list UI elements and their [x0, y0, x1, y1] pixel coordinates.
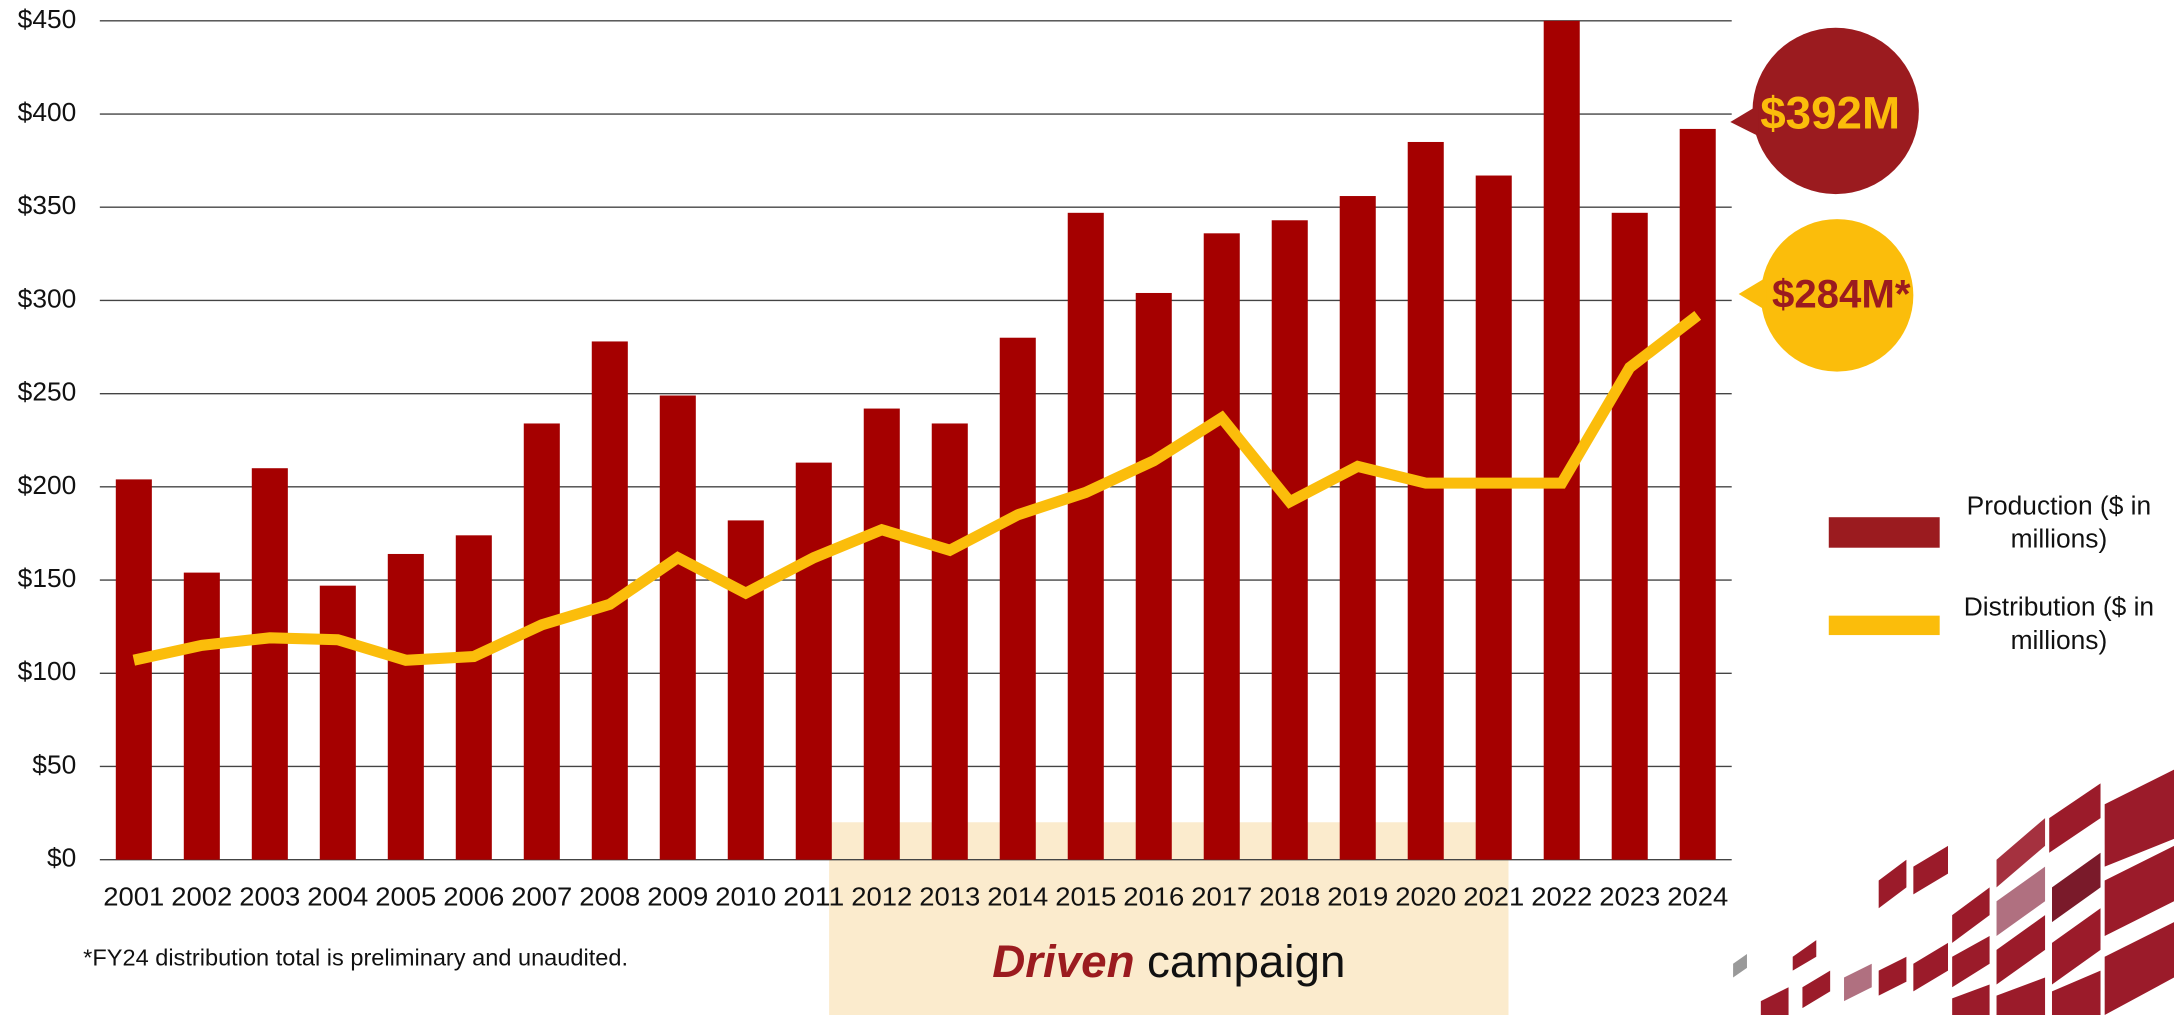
plot: $0 $50 $100 $150 $200 $250 $300 $350 $400 $450 200…	[18, 4, 1732, 911]
legend-label: Distribution ($ in millions)	[1963, 593, 2155, 656]
bar	[1407, 141, 1444, 860]
bar	[183, 572, 220, 860]
bar	[863, 408, 900, 860]
x-tick-label: 2001	[103, 881, 164, 911]
y-tick-label: $100	[18, 656, 77, 686]
x-tick-label: 2020	[1395, 881, 1456, 911]
campaign-text: campaign	[1147, 936, 1345, 987]
bar	[659, 395, 696, 860]
bar	[1679, 128, 1716, 860]
y-tick-label: $350	[18, 190, 77, 220]
bar	[387, 553, 424, 860]
bar	[1475, 175, 1512, 860]
callout-bubble	[1760, 219, 1914, 372]
x-tick-label: 2002	[171, 881, 232, 911]
x-tick-label: 2019	[1327, 881, 1388, 911]
bar	[251, 468, 288, 860]
legend-swatch	[1828, 615, 1940, 636]
campaign-emphasis: Driven	[992, 936, 1134, 987]
bar	[455, 535, 492, 860]
x-tick-label: 2014	[987, 881, 1048, 911]
x-tick-label: 2007	[511, 881, 572, 911]
x-tick-label: 2016	[1123, 881, 1184, 911]
x-tick-label: 2022	[1531, 881, 1592, 911]
callout-bubble	[1752, 27, 1919, 195]
x-tick-label: 2009	[647, 881, 708, 911]
callout-distribution: $284M*	[1772, 271, 1911, 316]
x-tick-label: 2012	[851, 881, 912, 911]
bar	[1203, 233, 1240, 860]
x-tick-label: 2003	[239, 881, 300, 911]
bar	[727, 520, 764, 860]
callout-pointer	[1730, 105, 1759, 136]
footnote: *FY24 distribution total is preliminary …	[83, 945, 628, 971]
x-tick-label: 2024	[1667, 881, 1728, 911]
bar	[523, 423, 560, 860]
x-tick-label: 2015	[1055, 881, 1116, 911]
bar	[1271, 220, 1308, 860]
bar	[999, 337, 1036, 860]
y-tick-label: $150	[18, 563, 77, 593]
legend-swatch	[1828, 517, 1940, 548]
callout-production: $392M	[1760, 88, 1900, 139]
x-tick-label: 2013	[919, 881, 980, 911]
bar	[115, 479, 152, 860]
bar	[1543, 20, 1580, 860]
bar	[1339, 196, 1376, 860]
y-tick-label: $450	[18, 4, 77, 34]
bar	[795, 462, 832, 860]
y-tick-label: $400	[18, 97, 77, 127]
y-tick-label: $0	[47, 843, 76, 873]
campaign-label: Driven campaign	[992, 936, 1345, 987]
decor	[1733, 769, 2174, 1015]
x-tick-label: 2023	[1599, 881, 1660, 911]
x-tick-label: 2005	[375, 881, 436, 911]
y-tick-label: $200	[18, 470, 77, 500]
bar	[1067, 212, 1104, 860]
x-tick-label: 2011	[783, 881, 844, 911]
bar	[1135, 292, 1172, 860]
x-tick-label: 2017	[1191, 881, 1252, 911]
y-tick-label: $50	[32, 749, 76, 779]
x-tick-label: 2008	[579, 881, 640, 911]
line	[132, 310, 1702, 666]
bar	[931, 423, 968, 860]
legend-label: Production ($ in millions)	[1966, 492, 2152, 555]
x-tick-label: 2018	[1259, 881, 1320, 911]
callout-pointer	[1738, 277, 1767, 311]
y-tick-label: $250	[18, 377, 77, 407]
x-tick-label: 2006	[443, 881, 504, 911]
x-tick-label: 2004	[307, 881, 368, 911]
bar	[1611, 212, 1648, 860]
y-tick-label: $300	[18, 283, 77, 313]
x-tick-label: 2010	[715, 881, 776, 911]
bar	[319, 585, 356, 860]
x-tick-label: 2021	[1463, 881, 1524, 911]
